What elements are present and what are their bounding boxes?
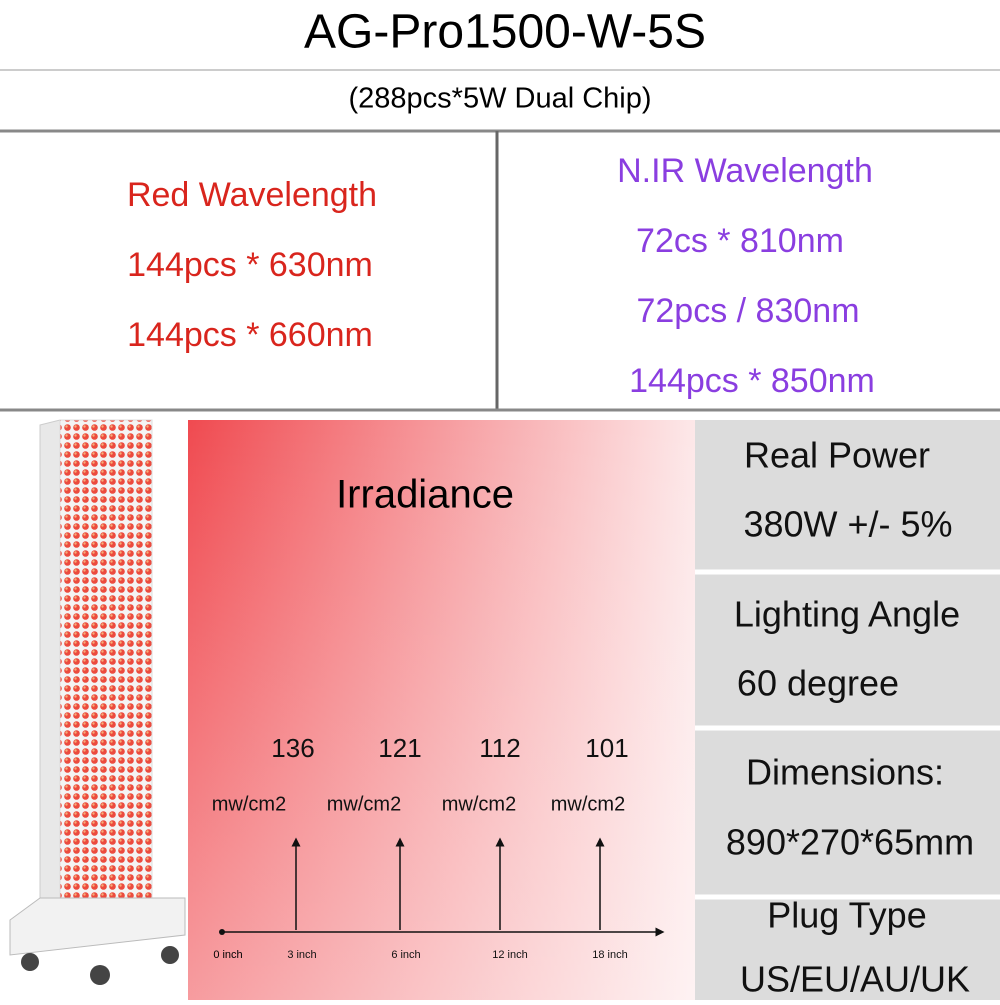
specs-panel xyxy=(695,420,1000,1000)
distance-label: 18 inch xyxy=(592,949,627,961)
irradiance-title: Irradiance xyxy=(336,473,514,517)
spec-label: Plug Type xyxy=(767,895,926,936)
distance-label: 12 inch xyxy=(492,949,527,961)
irradiance-value: 112 xyxy=(479,733,520,763)
spec-label: Dimensions: xyxy=(746,752,944,793)
spec-value: US/EU/AU/UK xyxy=(740,959,970,1000)
subtitle: (288pcs*5W Dual Chip) xyxy=(348,83,651,115)
irradiance-unit: mw/cm2 xyxy=(212,793,286,815)
irradiance-value: 121 xyxy=(378,733,421,763)
distance-label: 3 inch xyxy=(287,949,316,961)
nir-line: 144pcs * 850nm xyxy=(629,362,875,400)
irradiance-value: 136 xyxy=(271,733,314,763)
nir-line: 72pcs / 830nm xyxy=(636,292,859,330)
red-heading: Red Wavelength xyxy=(127,176,377,214)
nir-heading: N.IR Wavelength xyxy=(617,152,873,190)
irradiance-shade xyxy=(188,420,695,1000)
spec-label: Real Power xyxy=(744,435,930,476)
irradiance-value: 101 xyxy=(585,733,628,763)
distance-label: 0 inch xyxy=(213,949,242,961)
red-line: 144pcs * 660nm xyxy=(127,316,373,354)
irradiance-unit: mw/cm2 xyxy=(551,793,625,815)
spec-value: 890*270*65mm xyxy=(726,822,974,863)
spec-value: 60 degree xyxy=(737,663,899,704)
product-image xyxy=(9,419,186,985)
title: AG-Pro1500-W-5S xyxy=(304,6,706,59)
red-line: 144pcs * 630nm xyxy=(127,246,373,284)
axis-origin xyxy=(219,929,225,935)
irradiance-unit: mw/cm2 xyxy=(327,793,401,815)
spec-value: 380W +/- 5% xyxy=(743,504,952,545)
nir-line: 72cs * 810nm xyxy=(636,222,844,260)
irradiance-unit: mw/cm2 xyxy=(442,793,516,815)
distance-label: 6 inch xyxy=(391,949,420,961)
spec-label: Lighting Angle xyxy=(734,594,960,635)
